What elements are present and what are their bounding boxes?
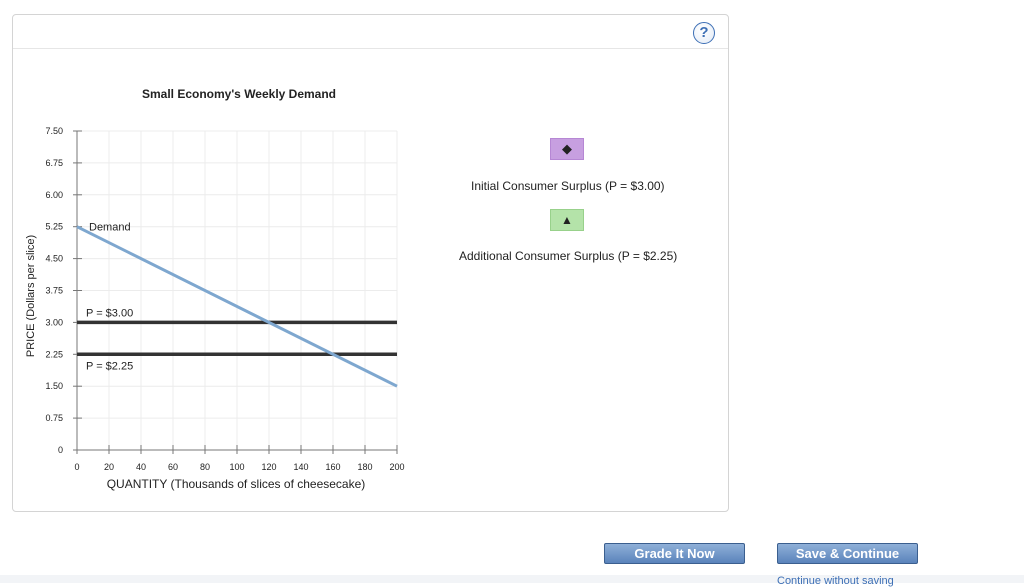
- additional-surplus-tool[interactable]: ▲: [550, 209, 584, 231]
- x-tick-label: 200: [389, 462, 404, 472]
- x-tick-label: 160: [325, 462, 340, 472]
- price-label-2-25: P = $2.25: [86, 360, 133, 372]
- y-tick-label: 1.50: [45, 381, 63, 391]
- x-tick-label: 80: [200, 462, 210, 472]
- x-axis-label: QUANTITY (Thousands of slices of cheesec…: [107, 477, 366, 491]
- y-tick-label: 3.75: [45, 286, 63, 296]
- save-continue-button[interactable]: Save & Continue: [777, 543, 918, 564]
- y-tick-label: 6.75: [45, 158, 63, 168]
- y-tick-label: 2.25: [45, 349, 63, 359]
- x-tick-label: 120: [261, 462, 276, 472]
- x-tick-label: 0: [74, 462, 79, 472]
- y-axis-label: PRICE (Dollars per slice): [25, 235, 37, 357]
- x-tick-label: 40: [136, 462, 146, 472]
- footer-band: [0, 575, 1024, 583]
- demand-chart: Small Economy's Weekly Demand 0 20 40 60 80 1…: [25, 87, 405, 491]
- y-tick-label: 0.75: [45, 413, 63, 423]
- continue-without-saving-link[interactable]: Continue without saving: [777, 575, 894, 587]
- price-label-3-00: P = $3.00: [86, 307, 133, 319]
- demand-label: Demand: [89, 222, 131, 234]
- x-tick-label: 140: [293, 462, 308, 472]
- additional-surplus-label: Additional Consumer Surplus (P = $2.25): [459, 249, 678, 263]
- x-tick-label: 60: [168, 462, 178, 472]
- diamond-icon: ◆: [562, 141, 572, 156]
- x-tick-label: 20: [104, 462, 114, 472]
- help-icon[interactable]: ?: [693, 22, 715, 44]
- y-tick-label: 5.25: [45, 222, 63, 232]
- initial-surplus-label: Initial Consumer Surplus (P = $3.00): [471, 179, 665, 193]
- triangle-icon: ▲: [561, 213, 573, 227]
- panel-header-divider: [13, 48, 728, 49]
- x-tick-label: 100: [229, 462, 244, 472]
- y-tick-label: 7.50: [45, 126, 63, 136]
- y-tick-label: 4.50: [45, 254, 63, 264]
- x-tick-label: 180: [357, 462, 372, 472]
- chart-title: Small Economy's Weekly Demand: [142, 87, 336, 101]
- demand-line: [76, 225, 398, 388]
- graph-panel: ? Small Economy's Weekly Demand 0 20 40 60 8…: [12, 14, 729, 512]
- initial-surplus-tool[interactable]: ◆: [550, 138, 584, 160]
- y-tick-label: 3.00: [45, 317, 63, 327]
- y-tick-label: 0: [58, 445, 63, 455]
- grade-it-now-button[interactable]: Grade It Now: [604, 543, 745, 564]
- y-tick-label: 6.00: [45, 190, 63, 200]
